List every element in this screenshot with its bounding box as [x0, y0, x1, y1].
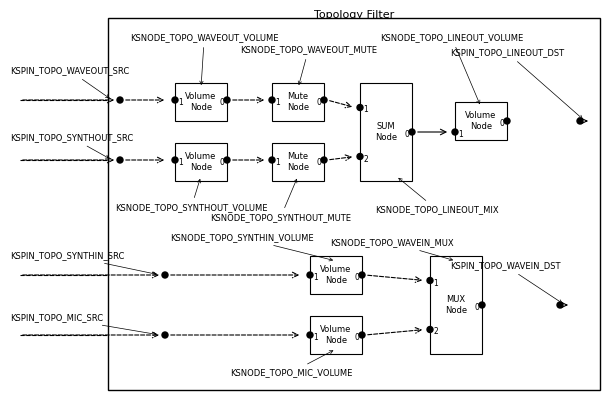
Circle shape	[409, 129, 415, 135]
Text: 0: 0	[219, 98, 224, 107]
Text: KSPIN_TOPO_SYNTHOUT_SRC: KSPIN_TOPO_SYNTHOUT_SRC	[10, 133, 133, 158]
Circle shape	[117, 97, 123, 103]
Circle shape	[504, 118, 510, 124]
Text: KSNODE_TOPO_SYNTHOUT_MUTE: KSNODE_TOPO_SYNTHOUT_MUTE	[210, 179, 351, 222]
Text: 0: 0	[219, 158, 224, 167]
Text: KSPIN_TOPO_WAVEIN_DST: KSPIN_TOPO_WAVEIN_DST	[450, 261, 562, 303]
Text: KSPIN_TOPO_MIC_SRC: KSPIN_TOPO_MIC_SRC	[10, 313, 157, 335]
Text: 0: 0	[354, 273, 359, 282]
Bar	[455, 102, 507, 140]
Text: KSNODE_TOPO_WAVEOUT_MUTE: KSNODE_TOPO_WAVEOUT_MUTE	[240, 45, 377, 84]
Circle shape	[269, 157, 275, 163]
Text: Volume
Node: Volume Node	[185, 152, 217, 172]
Text: Volume
Node: Volume Node	[465, 111, 497, 131]
Circle shape	[307, 272, 313, 278]
Text: 1: 1	[178, 158, 183, 167]
Text: 0: 0	[354, 333, 359, 342]
Text: SUM
Node: SUM Node	[375, 122, 397, 142]
Circle shape	[452, 129, 458, 135]
Text: Mute
Node: Mute Node	[287, 152, 309, 172]
Circle shape	[307, 332, 313, 338]
Circle shape	[224, 157, 230, 163]
Circle shape	[359, 272, 365, 278]
Text: 1: 1	[275, 158, 280, 167]
Circle shape	[172, 157, 178, 163]
Text: KSNODE_TOPO_WAVEIN_MUX: KSNODE_TOPO_WAVEIN_MUX	[330, 238, 453, 261]
Circle shape	[557, 302, 563, 308]
Bar	[310, 316, 362, 354]
Text: MUX
Node: MUX Node	[445, 295, 467, 315]
Circle shape	[162, 272, 168, 278]
Bar	[272, 83, 324, 121]
Text: KSNODE_TOPO_LINEOUT_VOLUME: KSNODE_TOPO_LINEOUT_VOLUME	[380, 33, 523, 104]
Circle shape	[321, 97, 327, 103]
Bar	[175, 83, 227, 121]
Text: 0: 0	[474, 303, 479, 312]
Text: Mute
Node: Mute Node	[287, 92, 309, 112]
Bar	[310, 256, 362, 294]
Bar	[108, 18, 600, 390]
Text: 1: 1	[313, 333, 318, 342]
Circle shape	[427, 326, 433, 332]
Circle shape	[479, 302, 485, 308]
Bar	[360, 83, 412, 181]
Bar	[272, 143, 324, 181]
Text: 0: 0	[316, 158, 321, 167]
Text: 2: 2	[363, 154, 368, 164]
Text: 1: 1	[433, 278, 438, 288]
Circle shape	[357, 154, 363, 160]
Text: 1: 1	[458, 130, 463, 139]
Text: 1: 1	[313, 273, 318, 282]
Text: KSNODE_TOPO_SYNTHIN_VOLUME: KSNODE_TOPO_SYNTHIN_VOLUME	[170, 233, 332, 261]
Text: 0: 0	[499, 119, 504, 128]
Text: KSNODE_TOPO_WAVEOUT_VOLUME: KSNODE_TOPO_WAVEOUT_VOLUME	[130, 33, 278, 84]
Text: KSPIN_TOPO_SYNTHIN_SRC: KSPIN_TOPO_SYNTHIN_SRC	[10, 251, 157, 275]
Circle shape	[224, 97, 230, 103]
Bar	[175, 143, 227, 181]
Text: KSNODE_TOPO_MIC_VOLUME: KSNODE_TOPO_MIC_VOLUME	[230, 351, 353, 377]
Text: 0: 0	[404, 130, 409, 139]
Text: 0: 0	[316, 98, 321, 107]
Text: Topology Filter: Topology Filter	[314, 10, 394, 20]
Circle shape	[577, 118, 583, 124]
Text: 1: 1	[178, 98, 183, 107]
Bar	[430, 256, 482, 354]
Circle shape	[172, 97, 178, 103]
Text: 2: 2	[433, 328, 438, 337]
Text: KSPIN_TOPO_LINEOUT_DST: KSPIN_TOPO_LINEOUT_DST	[450, 48, 583, 119]
Text: Volume
Node: Volume Node	[320, 265, 352, 285]
Circle shape	[357, 105, 363, 111]
Circle shape	[359, 332, 365, 338]
Circle shape	[269, 97, 275, 103]
Text: Volume
Node: Volume Node	[185, 92, 217, 112]
Circle shape	[427, 278, 433, 284]
Text: 1: 1	[363, 105, 368, 114]
Text: KSNODE_TOPO_SYNTHOUT_VOLUME: KSNODE_TOPO_SYNTHOUT_VOLUME	[115, 179, 267, 212]
Text: KSPIN_TOPO_WAVEOUT_SRC: KSPIN_TOPO_WAVEOUT_SRC	[10, 66, 129, 98]
Text: KSNODE_TOPO_LINEOUT_MIX: KSNODE_TOPO_LINEOUT_MIX	[375, 178, 499, 214]
Circle shape	[117, 157, 123, 163]
Circle shape	[321, 157, 327, 163]
Text: 1: 1	[275, 98, 280, 107]
Text: Volume
Node: Volume Node	[320, 325, 352, 345]
Circle shape	[162, 332, 168, 338]
